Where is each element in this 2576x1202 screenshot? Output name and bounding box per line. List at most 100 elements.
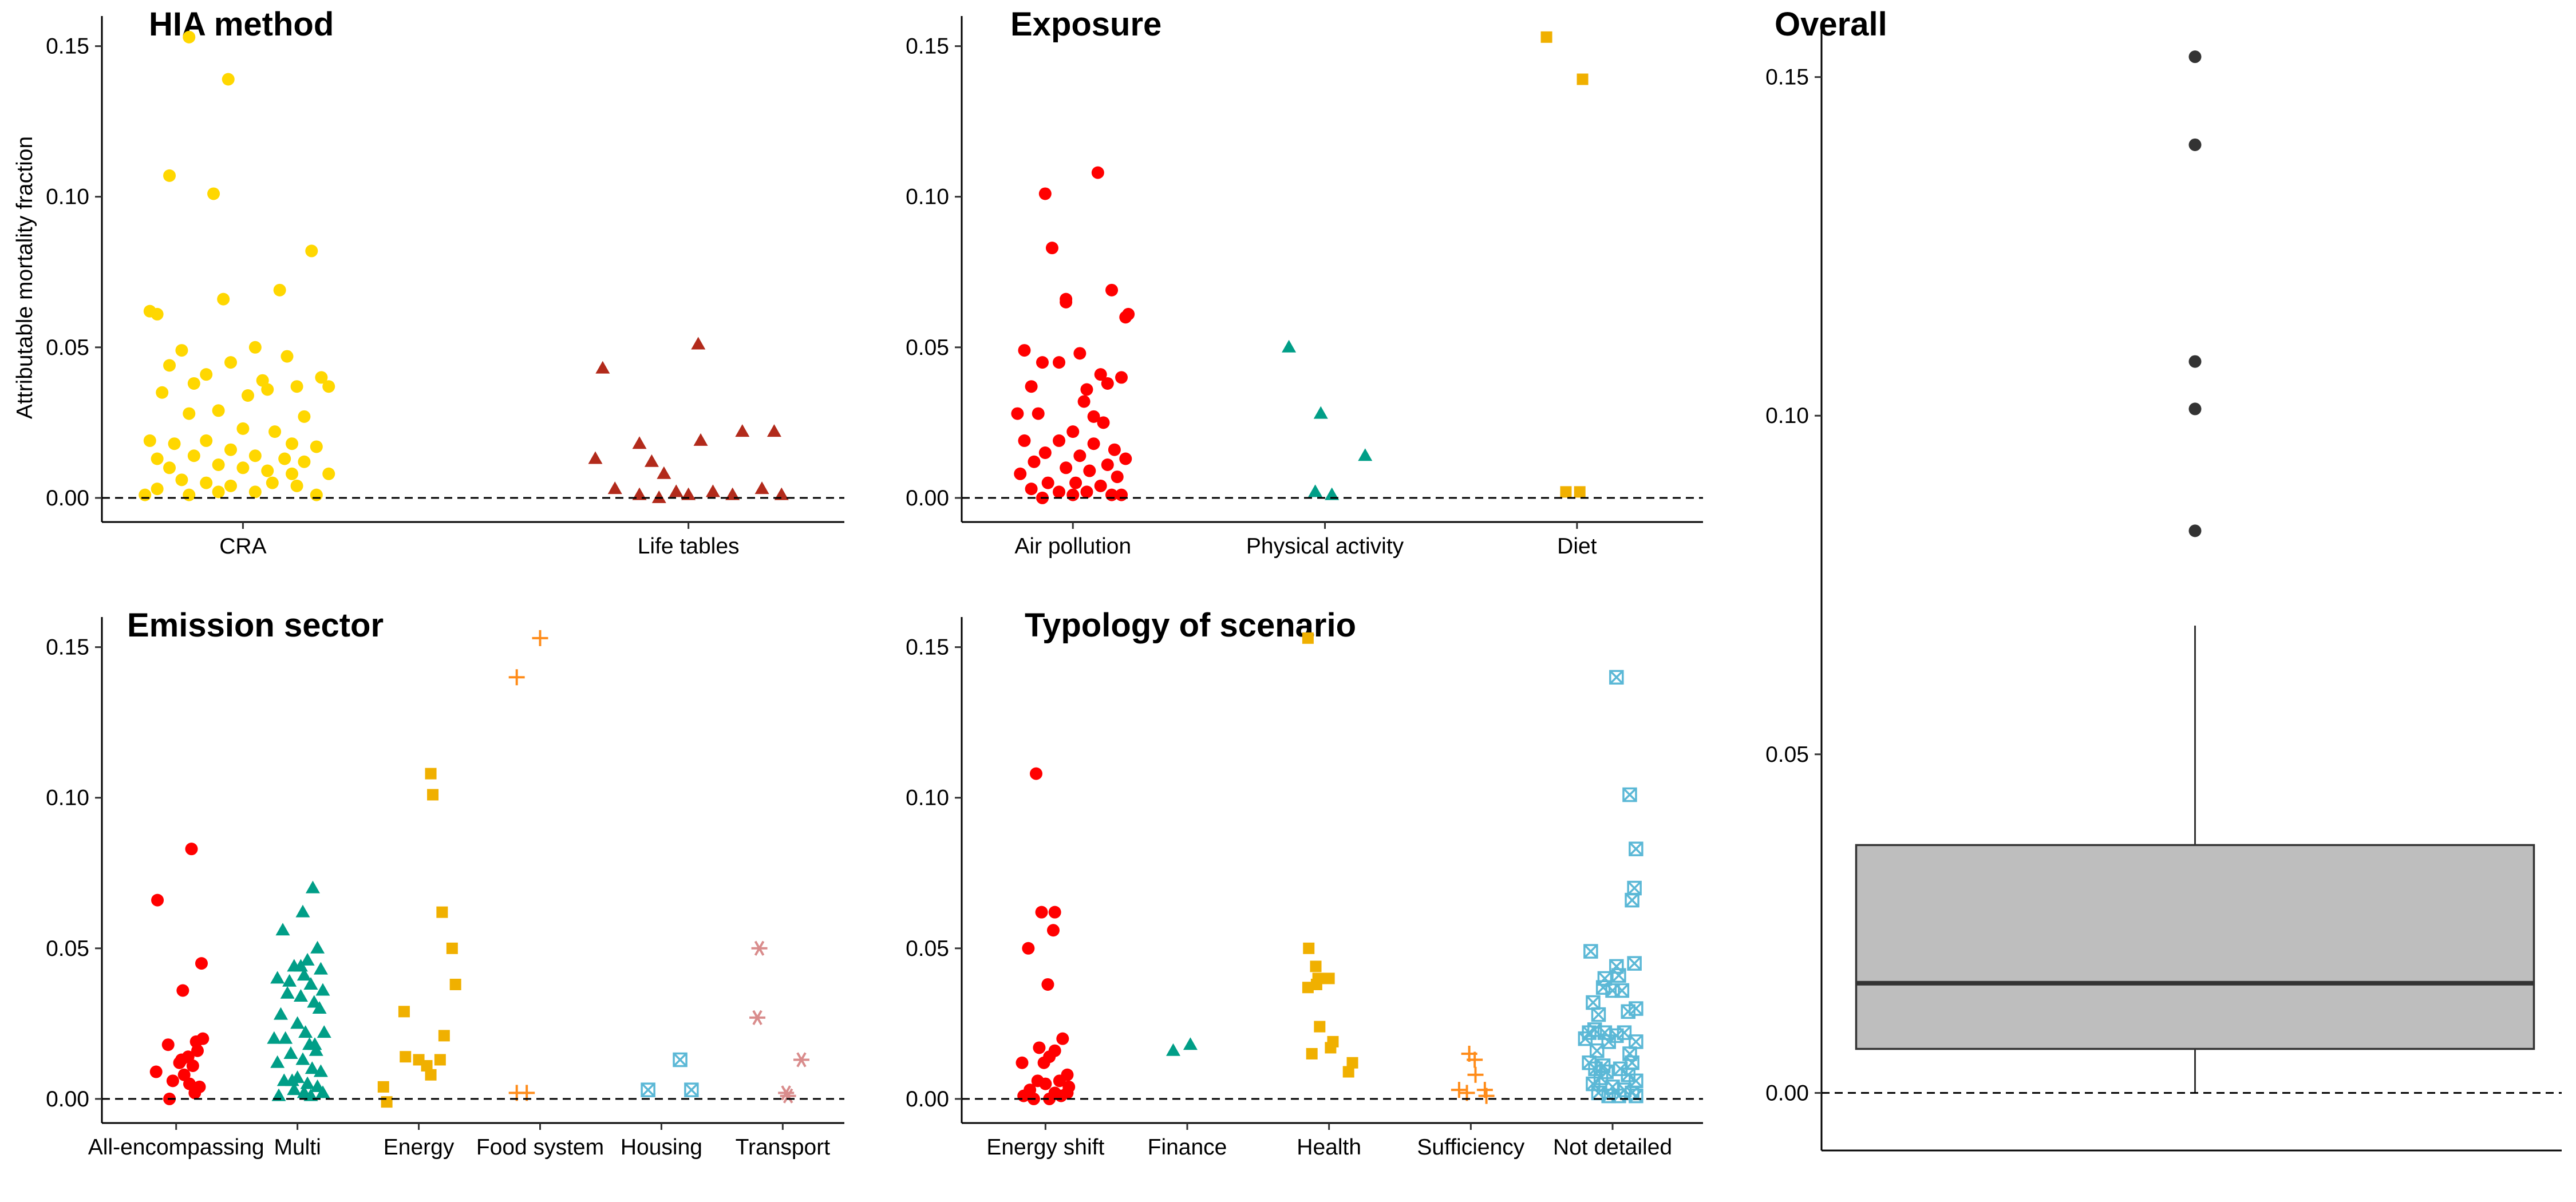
x-tick-label: Physical activity <box>1246 534 1404 559</box>
data-point <box>1060 461 1073 475</box>
data-point-stroke <box>1605 983 1620 998</box>
series-energy <box>377 768 461 1108</box>
data-point <box>657 466 671 479</box>
data-point-stroke <box>1614 983 1630 998</box>
data-point-stroke <box>641 1082 655 1097</box>
data-point <box>151 307 164 321</box>
data-point <box>163 169 176 182</box>
data-point-stroke <box>1625 892 1639 908</box>
data-point-stroke <box>1621 1005 1635 1019</box>
data-point <box>248 449 262 462</box>
data-point <box>266 476 279 489</box>
x-tick-label: Transport <box>736 1135 831 1160</box>
series-all-encompassing <box>149 843 210 1105</box>
x-tick-label: Not detailed <box>1553 1135 1672 1160</box>
data-point <box>270 1055 285 1068</box>
data-point <box>1038 187 1052 200</box>
y-tick-label: 0.10 <box>46 786 89 810</box>
data-point <box>1041 476 1054 489</box>
data-point <box>1011 407 1024 420</box>
data-point <box>1087 437 1100 450</box>
series-air-pollution <box>1011 166 1135 504</box>
data-point <box>313 962 328 975</box>
data-point <box>1053 1074 1066 1088</box>
data-point <box>207 187 220 200</box>
data-point <box>1025 483 1038 496</box>
data-point <box>275 923 290 936</box>
data-point <box>1478 1088 1495 1104</box>
points-exposure <box>1011 31 1589 504</box>
data-point <box>651 490 666 503</box>
data-point <box>1629 841 1643 856</box>
data-point <box>436 906 448 918</box>
data-point <box>1614 983 1630 998</box>
data-point <box>261 464 274 477</box>
data-point <box>1577 73 1589 85</box>
y-tick-label: 0.05 <box>46 335 89 360</box>
data-point-stroke <box>1622 788 1637 802</box>
data-point <box>300 952 315 966</box>
data-point-stroke <box>1621 1004 1636 1019</box>
y-ticks-typology: 0.00 0.05 0.10 0.15 <box>906 635 949 1112</box>
data-point <box>1627 956 1642 971</box>
data-point <box>183 488 196 501</box>
data-point <box>295 1052 310 1065</box>
x-ticks-exposure: Air pollution Physical activity Diet <box>1014 534 1597 559</box>
data-point <box>278 1031 293 1044</box>
data-point <box>163 359 176 372</box>
data-point <box>1629 1034 1643 1049</box>
data-point <box>1119 452 1132 465</box>
data-point <box>1165 1043 1180 1056</box>
data-point <box>315 371 328 384</box>
data-point <box>1043 1092 1056 1105</box>
data-point <box>310 940 325 954</box>
x-tick-label: Diet <box>1557 534 1597 559</box>
data-point <box>1609 670 1624 685</box>
data-point <box>595 361 610 374</box>
data-point <box>1080 383 1093 396</box>
data-point <box>322 380 335 393</box>
data-point <box>313 1064 328 1077</box>
data-point <box>1101 458 1114 472</box>
data-point <box>1325 1042 1337 1054</box>
data-point <box>283 1046 298 1059</box>
data-point <box>185 843 198 856</box>
data-point <box>693 433 708 446</box>
data-point <box>285 1073 299 1086</box>
data-point <box>425 1069 437 1081</box>
data-point <box>267 1031 282 1044</box>
data-point <box>1122 307 1135 321</box>
data-point <box>644 454 659 467</box>
data-point-stroke <box>1629 841 1643 856</box>
data-point-stroke <box>1617 1025 1632 1040</box>
data-point <box>1097 416 1110 429</box>
x-tick-label: Life tables <box>638 534 740 559</box>
y-tick-label: 0.00 <box>906 486 949 511</box>
data-point <box>278 452 291 465</box>
data-point-stroke <box>1613 1062 1627 1076</box>
data-point <box>149 1065 163 1078</box>
y-tick-label: 0.10 <box>906 185 949 209</box>
series-cra <box>139 30 335 501</box>
data-point <box>421 1060 433 1072</box>
data-point-stroke <box>1629 1001 1643 1016</box>
data-point <box>290 479 303 492</box>
data-point <box>1041 978 1054 991</box>
data-point <box>317 1025 331 1038</box>
data-point <box>224 356 238 369</box>
data-point <box>1323 972 1335 984</box>
data-point <box>684 1082 699 1097</box>
data-point <box>632 436 647 449</box>
data-point <box>793 1052 809 1067</box>
data-point-stroke <box>1621 1067 1635 1082</box>
data-point <box>377 1081 389 1093</box>
points-typology <box>1016 632 1643 1105</box>
data-point <box>1039 1077 1052 1090</box>
data-point <box>449 978 461 990</box>
y-tick-label: 0.05 <box>906 335 949 360</box>
data-point <box>1025 380 1038 393</box>
x-tick-label: Health <box>1297 1135 1361 1160</box>
data-point <box>1595 980 1611 995</box>
data-point <box>1028 455 1041 468</box>
series-multi <box>267 880 331 1101</box>
